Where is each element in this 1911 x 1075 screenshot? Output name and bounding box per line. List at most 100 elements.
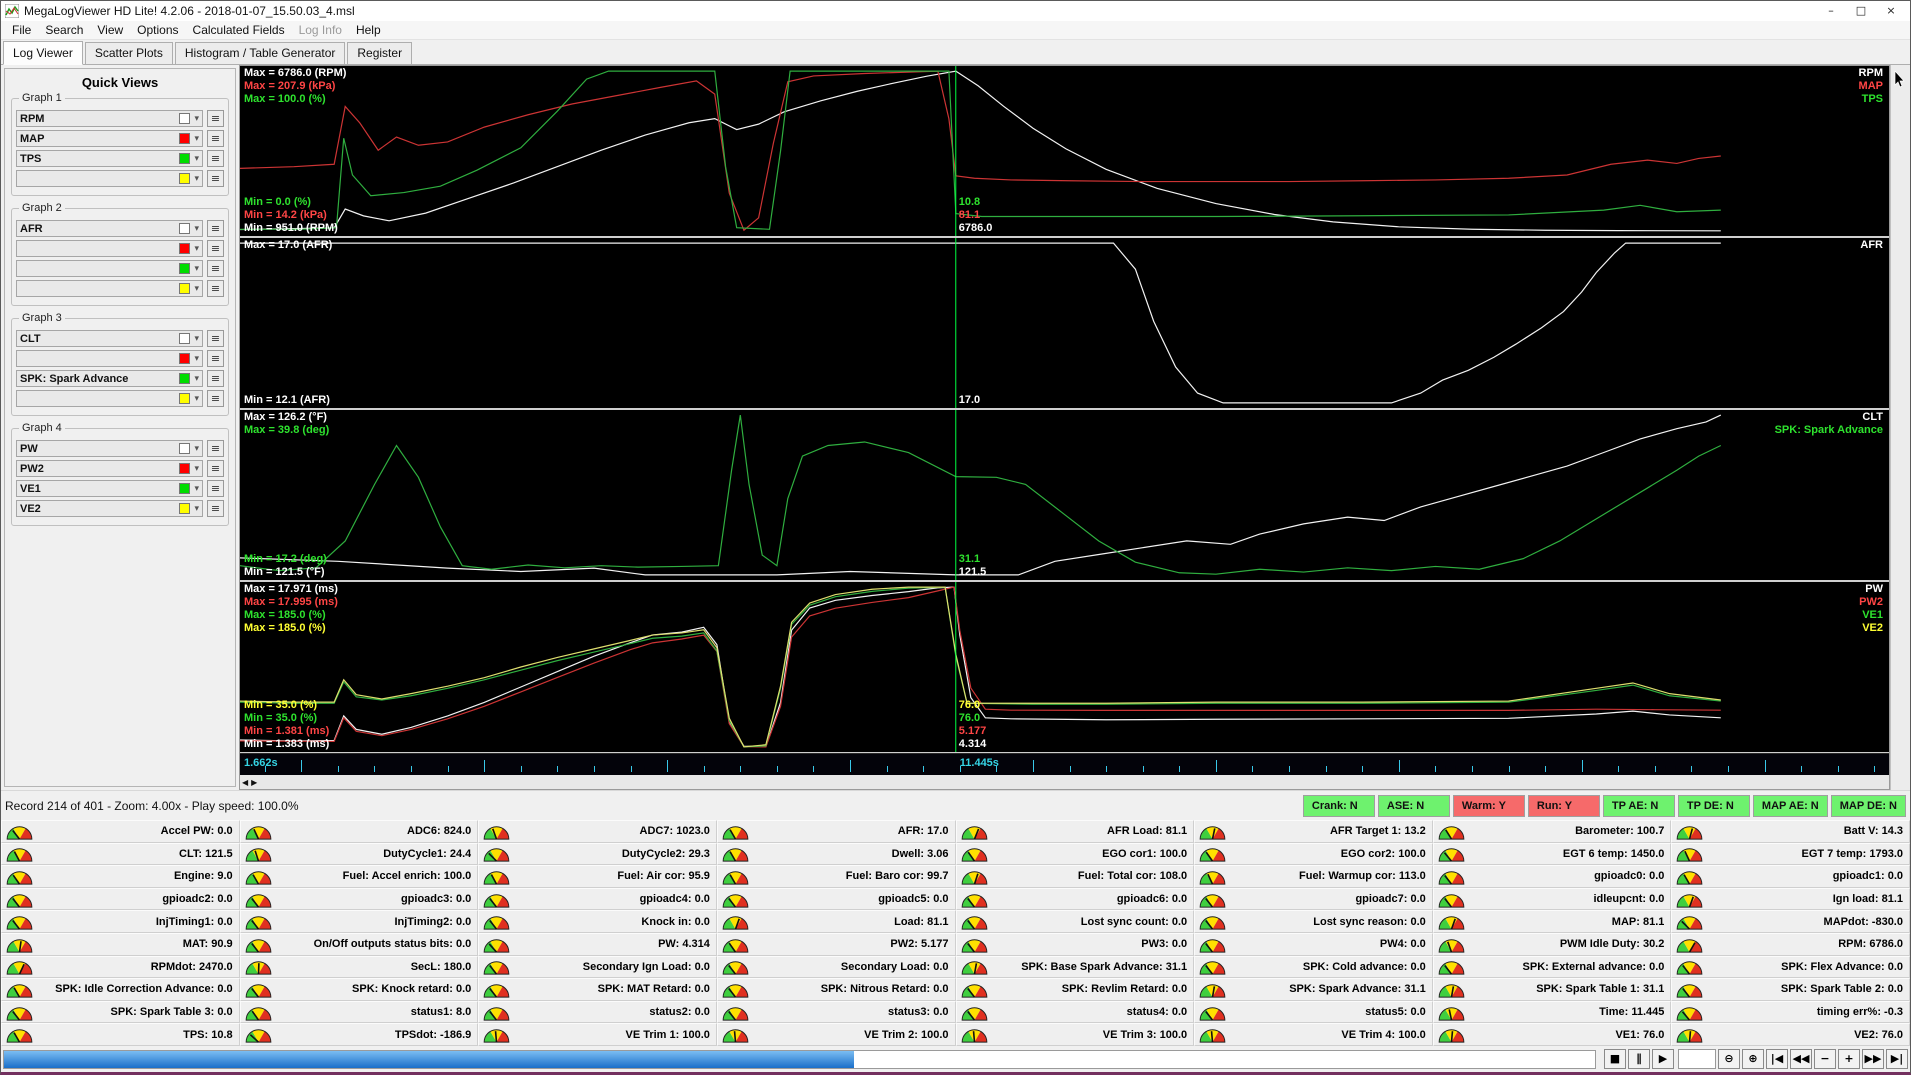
gauge-timing-err[interactable]: timing err%: -0.3 [1671,1000,1910,1024]
field-selector-clt[interactable]: CLT ▾ [16,330,203,347]
field-selector-empty[interactable]: ▾ [16,260,203,277]
fast-forward-button[interactable]: ▶▶ [1862,1049,1884,1069]
graph-2[interactable]: Max = 17.0 (AFR) Min = 12.1 (AFR) AFR 17.0 [240,238,1889,410]
zoom-out-button[interactable]: ⊖ [1718,1049,1740,1069]
gauge-pw3[interactable]: PW3: 0.0 [955,933,1195,956]
zoom-in-button[interactable]: ⊕ [1742,1049,1764,1069]
maximize-button[interactable]: □ [1855,4,1867,17]
gauge-status1[interactable]: status1: 8.0 [239,1000,479,1024]
gauge-tps[interactable]: TPS: 10.8 [1,1023,240,1046]
gauge-afr-load[interactable]: AFR Load: 81.1 [955,820,1195,843]
field-selector-ve2[interactable]: VE2 ▾ [16,500,203,517]
field-selector-pw[interactable]: PW ▾ [16,440,203,457]
menu-item-help[interactable]: Help [355,23,381,37]
gauge-dwell[interactable]: Dwell: 3.06 [716,842,956,866]
tab-register[interactable]: Register [347,42,413,64]
gauge-gpioadc7[interactable]: gpioadc7: 0.0 [1194,887,1433,911]
gauge-spk[interactable]: SPK: Idle Correction Advance: 0.0 [1,978,240,1001]
gauge-lost-sync-count[interactable]: Lost sync count: 0.0 [955,910,1195,933]
gauge-engine[interactable]: Engine: 9.0 [1,865,240,888]
gauge-on-off-outputs-status-bits[interactable]: On/Off outputs status bits: 0.0 [239,933,479,956]
field-selector-pw2[interactable]: PW2 ▾ [16,460,203,477]
field-options-button[interactable]: ≡ [207,260,224,277]
gauge-gpioadc2[interactable]: gpioadc2: 0.0 [1,887,240,911]
gauge-map[interactable]: MAP: 81.1 [1432,910,1672,933]
menu-item-view[interactable]: View [97,23,124,37]
skip-start-button[interactable]: |◀ [1766,1049,1788,1069]
field-options-button[interactable]: ≡ [207,130,224,147]
field-selector-tps[interactable]: TPS ▾ [16,150,203,167]
gauge-fuel[interactable]: Fuel: Accel enrich: 100.0 [239,865,479,888]
gauge-status3[interactable]: status3: 0.0 [716,1000,956,1024]
tab-scatter-plots[interactable]: Scatter Plots [84,42,173,64]
gauge-spk[interactable]: SPK: Spark Advance: 31.1 [1194,978,1433,1001]
gauge-adc7[interactable]: ADC7: 1023.0 [478,820,717,843]
gauge-tpsdot[interactable]: TPSdot: -186.9 [239,1023,479,1046]
gauge-secondary-load[interactable]: Secondary Load: 0.0 [716,955,956,979]
field-options-button[interactable]: ≡ [207,220,224,237]
gauge-afr[interactable]: AFR: 17.0 [716,820,956,843]
close-button[interactable]: × [1886,4,1896,17]
gauge-ign-load[interactable]: Ign load: 81.1 [1671,887,1910,911]
gauge-mapdot[interactable]: MAPdot: -830.0 [1671,910,1910,933]
field-selector-ve1[interactable]: VE1 ▾ [16,480,203,497]
field-options-button[interactable]: ≡ [207,240,224,257]
menu-item-file[interactable]: File [12,23,32,37]
field-options-button[interactable]: ≡ [207,460,224,477]
gauge-dutycycle1[interactable]: DutyCycle1: 24.4 [239,842,479,866]
gauge-pw[interactable]: PW: 4.314 [478,933,717,956]
gauge-status2[interactable]: status2: 0.0 [478,1000,717,1024]
field-options-button[interactable]: ≡ [207,350,224,367]
gauge-rpm[interactable]: RPM: 6786.0 [1671,933,1910,956]
gauge-afr-target-1[interactable]: AFR Target 1: 13.2 [1194,820,1433,843]
gauge-gpioadc3[interactable]: gpioadc3: 0.0 [239,887,479,911]
field-selector-afr[interactable]: AFR ▾ [16,220,203,237]
gauge-pwm-idle-duty[interactable]: PWM Idle Duty: 30.2 [1432,933,1672,956]
menu-item-search[interactable]: Search [45,23,84,37]
gauge-ve-trim-4[interactable]: VE Trim 4: 100.0 [1194,1023,1433,1046]
scroll-left-icon[interactable]: ◀ [242,777,249,787]
field-selector-empty[interactable]: ▾ [16,390,203,407]
faster-button[interactable]: + [1838,1049,1860,1069]
field-options-button[interactable]: ≡ [207,390,224,407]
gauge-injtiming1[interactable]: InjTiming1: 0.0 [1,910,240,933]
gauge-gpioadc0[interactable]: gpioadc0: 0.0 [1432,865,1672,888]
gauge-mat[interactable]: MAT: 90.9 [1,933,240,956]
gauge-spk[interactable]: SPK: Revlim Retard: 0.0 [955,978,1195,1001]
gauge-accel-pw[interactable]: Accel PW: 0.0 [1,820,240,843]
gauge-barometer[interactable]: Barometer: 100.7 [1432,820,1672,843]
field-options-button[interactable]: ≡ [207,370,224,387]
field-options-button[interactable]: ≡ [207,150,224,167]
field-selector-spk-spark-advance[interactable]: SPK: Spark Advance ▾ [16,370,203,387]
gauge-ve-trim-1[interactable]: VE Trim 1: 100.0 [478,1023,717,1046]
rewind-button[interactable]: ◀◀ [1790,1049,1812,1069]
field-selector-rpm[interactable]: RPM ▾ [16,110,203,127]
gauge-spk[interactable]: SPK: Nitrous Retard: 0.0 [716,978,956,1001]
gauge-batt-v[interactable]: Batt V: 14.3 [1671,820,1910,843]
graph-1[interactable]: Max = 6786.0 (RPM) Max = 207.9 (kPa) Max =… [240,66,1889,238]
gauge-secondary-ign-load[interactable]: Secondary Ign Load: 0.0 [478,955,717,979]
slower-button[interactable]: − [1814,1049,1836,1069]
gauge-egt-6-temp[interactable]: EGT 6 temp: 1450.0 [1432,842,1672,866]
gauge-ego-cor2[interactable]: EGO cor2: 100.0 [1194,842,1433,866]
graph-4[interactable]: Max = 17.971 (ms) Max = 17.995 (ms) Max = … [240,582,1889,753]
gauge-pw4[interactable]: PW4: 0.0 [1194,933,1433,956]
chart-v-scrollbar[interactable] [1890,65,1910,790]
gauge-dutycycle2[interactable]: DutyCycle2: 29.3 [478,842,717,866]
field-selector-map[interactable]: MAP ▾ [16,130,203,147]
gauge-gpioadc1[interactable]: gpioadc1: 0.0 [1671,865,1910,888]
gauge-gpioadc4[interactable]: gpioadc4: 0.0 [478,887,717,911]
gauge-ve-trim-3[interactable]: VE Trim 3: 100.0 [955,1023,1195,1046]
gauge-gpioadc5[interactable]: gpioadc5: 0.0 [716,887,956,911]
pause-button[interactable]: ∥ [1628,1049,1650,1069]
field-selector-empty[interactable]: ▾ [16,240,203,257]
field-options-button[interactable]: ≡ [207,480,224,497]
field-options-button[interactable]: ≡ [207,170,224,187]
minimize-button[interactable]: – [1828,4,1834,17]
gauge-gpioadc6[interactable]: gpioadc6: 0.0 [955,887,1195,911]
field-options-button[interactable]: ≡ [207,330,224,347]
gauge-idleupcnt[interactable]: idleupcnt: 0.0 [1432,887,1672,911]
gauge-status4[interactable]: status4: 0.0 [955,1000,1195,1024]
tab-log-viewer[interactable]: Log Viewer [3,41,83,65]
gauge-rpmdot[interactable]: RPMdot: 2470.0 [1,955,240,979]
